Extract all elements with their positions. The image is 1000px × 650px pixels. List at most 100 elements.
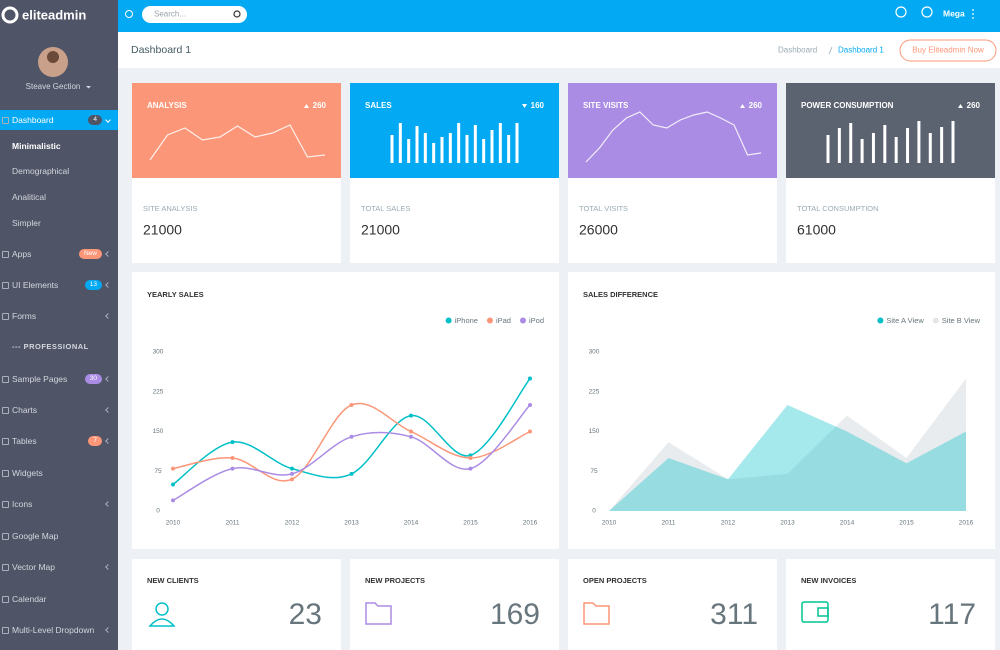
- menu-label[interactable]: Google Map: [12, 531, 59, 541]
- spark-bar: [917, 121, 921, 163]
- stat-card: SALES 160 TOTAL SALES 21000: [350, 83, 559, 263]
- count-title: NEW INVOICES: [801, 576, 856, 585]
- logo: [1, 6, 19, 24]
- user-name[interactable]: Steave Gection: [26, 82, 81, 91]
- menu-icon: [2, 533, 9, 540]
- menu-label[interactable]: Simpler: [12, 218, 41, 228]
- spark-bar: [515, 123, 519, 163]
- menu-label[interactable]: Minimalistic: [12, 141, 61, 151]
- spark-bar: [498, 123, 502, 163]
- stat-trend: 160: [531, 101, 545, 110]
- point: [171, 466, 175, 471]
- menu-label[interactable]: Tables: [12, 436, 37, 446]
- toggle-icon[interactable]: [125, 10, 133, 18]
- spark-bar: [465, 135, 469, 163]
- menu-label[interactable]: Charts: [12, 405, 38, 415]
- icon: [148, 618, 176, 627]
- badge: 30: [84, 374, 102, 384]
- stat-title: ANALYSIS: [147, 101, 187, 110]
- breadcrumb-item: Dashboard 1: [838, 46, 884, 55]
- menu-item[interactable]: Sample Pages 30: [0, 369, 118, 389]
- sparkline: [585, 111, 762, 163]
- y-tick-label: 300: [153, 349, 164, 356]
- notify-icon[interactable]: [921, 6, 933, 18]
- icon: [155, 602, 169, 616]
- spark-bar: [482, 139, 486, 163]
- menu-label[interactable]: Icons: [12, 499, 33, 509]
- point: [230, 466, 235, 471]
- series-area: [609, 405, 966, 511]
- spark-bar: [849, 123, 853, 163]
- series-line: [172, 378, 531, 486]
- menu-label[interactable]: Calendar: [12, 594, 47, 604]
- menu-item[interactable]: Icons: [0, 494, 118, 514]
- stat-card: ANALYSIS 260 SITE ANALYSIS 21000: [132, 83, 341, 263]
- buy-button-label[interactable]: Buy Eliteadmin Now: [912, 46, 984, 55]
- spark-bar: [448, 133, 452, 163]
- spark-bar: [415, 126, 419, 163]
- menu-item[interactable]: Analitical: [0, 187, 118, 207]
- menu-label[interactable]: Widgets: [12, 468, 43, 478]
- menu-item[interactable]: Calendar: [0, 589, 118, 609]
- buy-button[interactable]: [899, 39, 997, 62]
- dot: [972, 17, 974, 19]
- series-area: [609, 378, 966, 511]
- count-card: NEW INVOICES 117: [786, 559, 995, 650]
- menu-item[interactable]: Widgets: [0, 463, 118, 483]
- chevron: [105, 376, 111, 382]
- legend-label: iPhone: [455, 316, 478, 325]
- breadcrumb-item[interactable]: Dashboard: [778, 46, 817, 55]
- menu-item[interactable]: Dashboard 4: [0, 110, 118, 130]
- x-tick-label: 2015: [899, 520, 914, 527]
- menu-label[interactable]: UI Elements: [12, 280, 59, 290]
- menu-item[interactable]: Multi-Level Dropdown: [0, 620, 118, 640]
- x-tick-label: 2011: [662, 520, 676, 527]
- menu-label[interactable]: Forms: [12, 311, 37, 321]
- search-box[interactable]: [142, 6, 247, 23]
- menu-item[interactable]: Minimalistic: [0, 136, 118, 156]
- y-tick-label: 75: [154, 468, 162, 475]
- menu-item[interactable]: UI Elements 13: [0, 275, 118, 295]
- stat-card-band: [350, 83, 559, 178]
- menu-item[interactable]: Vector Map: [0, 557, 118, 577]
- spark-bar: [457, 123, 461, 163]
- trend-arrow: [958, 104, 963, 108]
- menu-label[interactable]: Analitical: [12, 192, 47, 202]
- spark-bar: [507, 135, 511, 163]
- menu-item[interactable]: Forms: [0, 306, 118, 326]
- topbar: Search... Mega: [118, 0, 1000, 32]
- menu-label[interactable]: Demographical: [12, 166, 70, 176]
- menu-label[interactable]: Sample Pages: [12, 374, 68, 384]
- sparkline: [149, 124, 326, 161]
- point: [409, 434, 413, 439]
- header-graphics: Dashboard 1 Dashboard Dashboard 1 Buy El…: [131, 39, 997, 62]
- top-user[interactable]: Mega: [943, 8, 965, 18]
- menu-icon: [2, 501, 9, 508]
- menu-label[interactable]: Dashboard: [12, 115, 54, 125]
- x-tick-label: 2014: [404, 520, 419, 527]
- chevron: [105, 564, 111, 570]
- point: [171, 482, 175, 487]
- series-line: [172, 402, 531, 482]
- menu-item[interactable]: Simpler: [0, 213, 118, 233]
- mail-icon[interactable]: [895, 6, 907, 18]
- stat-card: POWER CONSUMPTION 260 TOTAL CONSUMPTION 610…: [786, 83, 995, 263]
- search-icon[interactable]: [233, 10, 241, 18]
- menu-label[interactable]: Apps: [12, 249, 32, 259]
- x-tick-label: 2013: [780, 520, 795, 527]
- spark-bar: [871, 133, 875, 163]
- menu-item[interactable]: Google Map: [0, 526, 118, 546]
- menu-item[interactable]: Charts: [0, 400, 118, 420]
- x-tick-label: 2013: [344, 520, 359, 527]
- menu-label[interactable]: Vector Map: [12, 562, 55, 572]
- spark-bar: [440, 137, 444, 163]
- legend-label: iPad: [496, 316, 511, 325]
- menu-label[interactable]: Multi-Level Dropdown: [12, 625, 95, 635]
- spark-bar: [432, 143, 436, 163]
- dot: [972, 13, 974, 15]
- menu-item[interactable]: Demographical: [0, 161, 118, 181]
- menu-item[interactable]: Tables 7: [0, 431, 118, 451]
- trend-arrow: [304, 104, 309, 108]
- menu-item[interactable]: Apps New: [0, 244, 118, 264]
